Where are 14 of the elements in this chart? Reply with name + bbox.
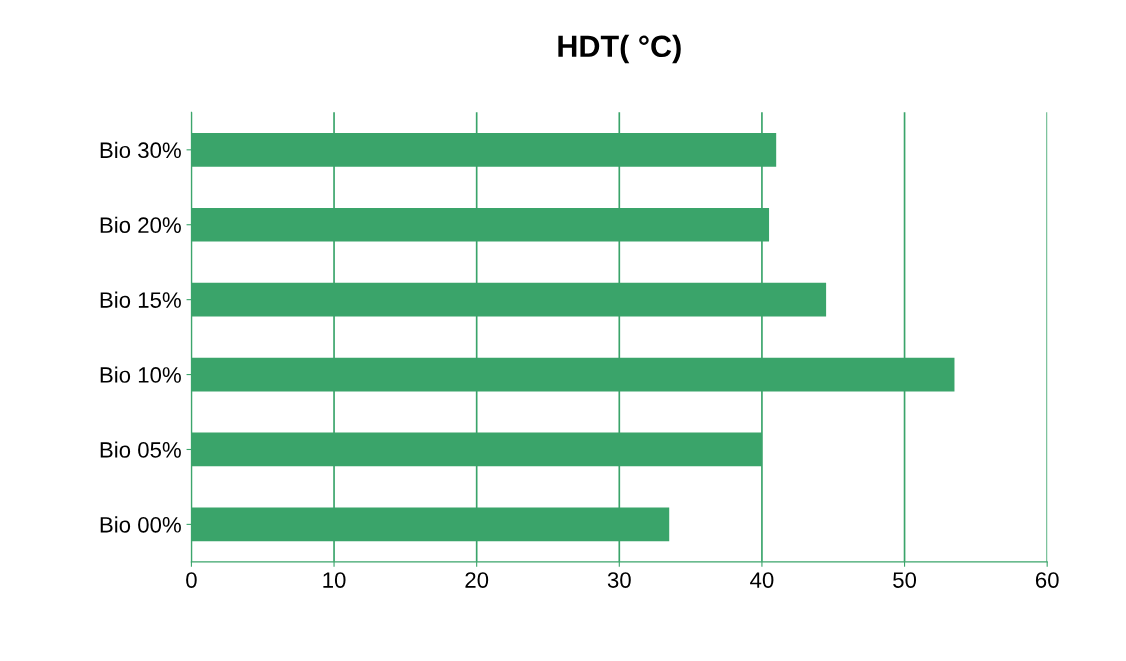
y-tick-label: Bio 20% <box>100 216 181 234</box>
x-tick-label: 0 <box>186 572 197 588</box>
y-tick-label: Bio 15% <box>100 291 181 308</box>
x-tick-label: 40 <box>750 572 774 588</box>
x-tick-label: 30 <box>607 572 631 588</box>
x-tick-label: 10 <box>323 572 346 588</box>
y-tick-label: Bio 00% <box>100 516 181 533</box>
y-tick-label: Bio 30% <box>100 141 181 159</box>
chart-title: HDT( °C) <box>558 34 681 64</box>
x-tick-label: 20 <box>465 572 489 588</box>
y-tick-label: Bio 05% <box>100 441 181 458</box>
x-tick-label: 50 <box>893 572 917 588</box>
y-tick-label: Bio 10% <box>100 366 181 383</box>
x-tick-label: 60 <box>1035 572 1059 588</box>
